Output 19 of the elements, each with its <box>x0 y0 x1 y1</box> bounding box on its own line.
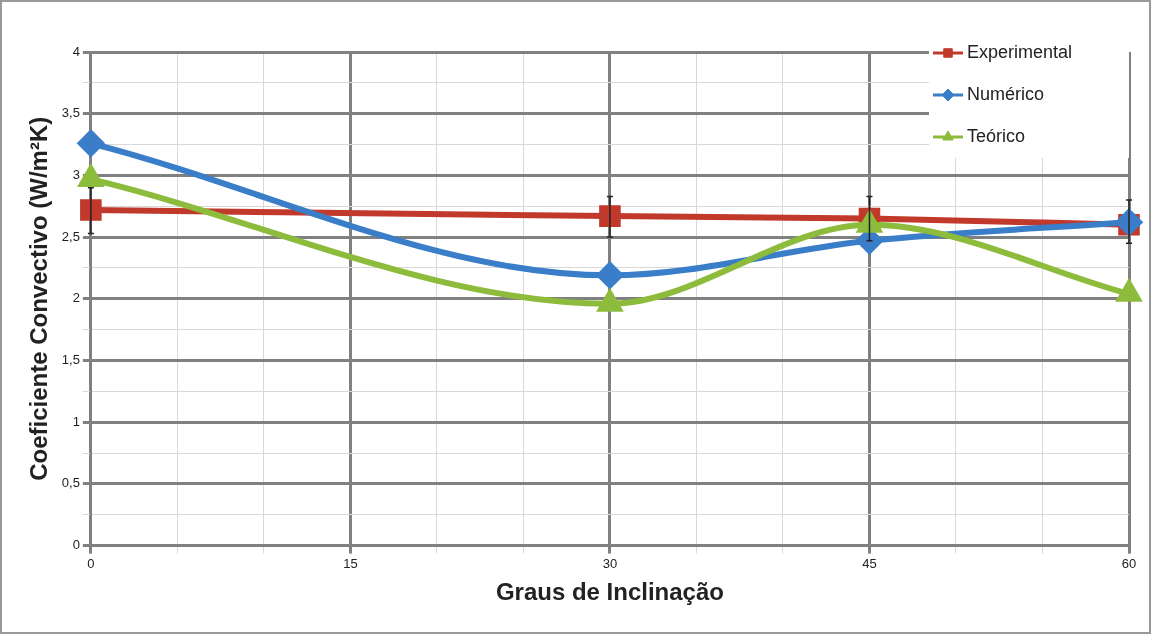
legend-label: Experimental <box>967 41 1073 62</box>
text: 1,5 <box>61 352 80 368</box>
y-tick-label: 3 <box>72 166 80 182</box>
x-tick-label: 15 <box>343 555 358 571</box>
y-tick-label: 0 <box>72 537 80 553</box>
x-tick-label: 0 <box>87 555 95 571</box>
y-axis-title: Coeficiente Convectivo (W/m²K) <box>25 116 53 481</box>
x-tick-label: 30 <box>602 555 618 571</box>
legend-label: Teórico <box>967 125 1026 146</box>
y-tick-label: 1 <box>72 413 80 429</box>
x-axis-title: Graus de Inclinação <box>495 578 724 606</box>
x-tick-label: 45 <box>862 555 877 571</box>
y-tick-label: 2 <box>72 290 80 306</box>
text: 2,5 <box>61 228 80 244</box>
x-tick-label: 60 <box>1121 555 1137 571</box>
y-tick-label: 4 <box>72 43 80 59</box>
text: 0,5 <box>61 475 80 491</box>
legend-label: Numérico <box>967 83 1045 104</box>
text: 3,5 <box>61 105 80 121</box>
